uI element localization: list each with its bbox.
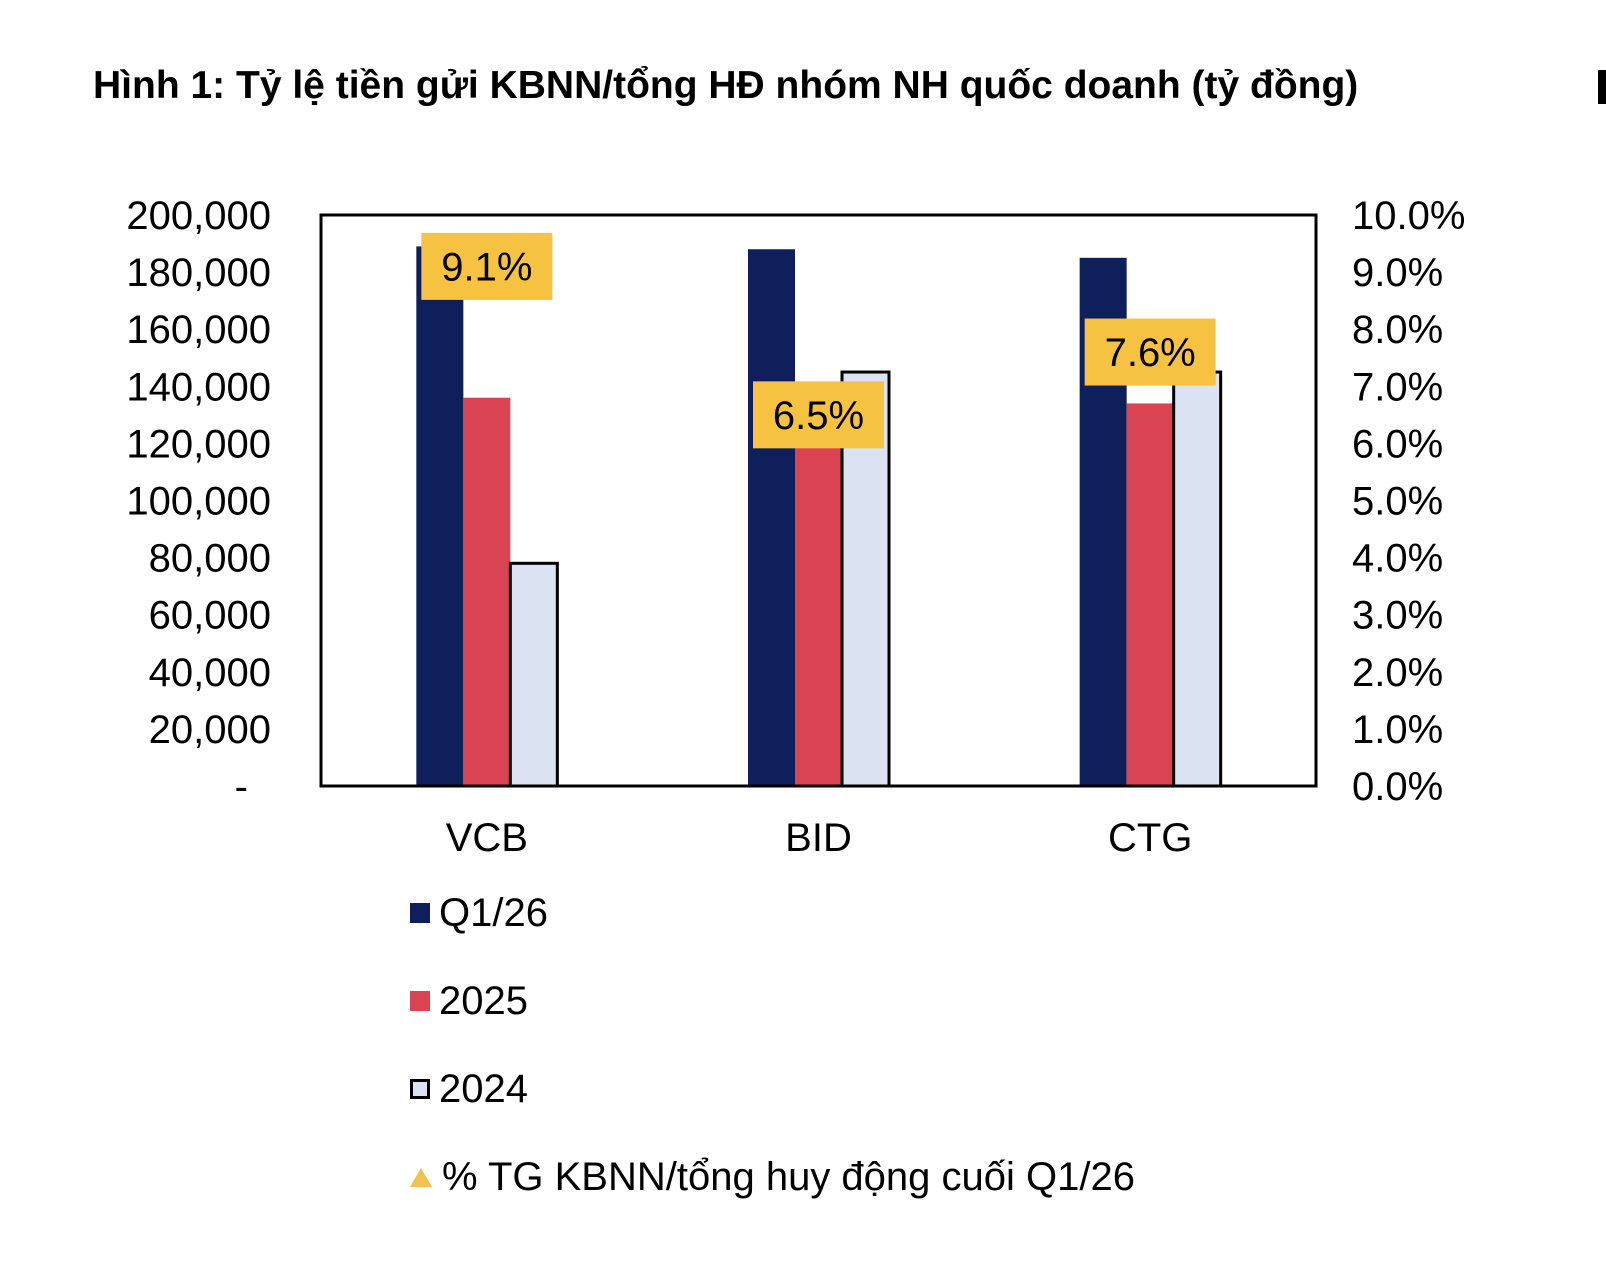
- legend-label-2025: 2025: [439, 979, 528, 1023]
- y-left-tick-label: 80,000: [149, 537, 271, 581]
- legend-swatch-2024: [410, 1079, 430, 1099]
- clipped-title-fragment: [1598, 70, 1606, 104]
- y-right-tick-label: 10.0%: [1352, 194, 1465, 238]
- legend-item-q126: Q1/26: [410, 890, 548, 936]
- y-right-tick-label: 6.0%: [1352, 422, 1443, 466]
- bar-vcb-2024: [508, 561, 559, 788]
- ratio-data-label: 7.6%: [1105, 331, 1196, 375]
- bar-bid-q126: [748, 249, 795, 786]
- y-left-tick-label: 160,000: [126, 308, 271, 352]
- bar-vcb-2025: [463, 397, 511, 786]
- x-category-label-bid: BID: [785, 816, 852, 860]
- legend-label-2024: 2024: [439, 1067, 528, 1111]
- y-left-tick-label: 20,000: [149, 708, 271, 752]
- y-left-tick-label: 180,000: [126, 251, 271, 295]
- y-right-tick-label: 5.0%: [1352, 480, 1443, 524]
- legend-swatch-q126: [410, 903, 430, 923]
- ratio-callout-box: [1084, 318, 1216, 386]
- y-right-tick-label: 0.0%: [1352, 765, 1443, 809]
- y-left-tick-label: -: [235, 765, 248, 809]
- ratio-callout-box: [421, 232, 553, 300]
- y-left-tick-label: 200,000: [126, 194, 271, 238]
- y-left-tick-label: 120,000: [126, 422, 271, 466]
- y-right-tick-label: 4.0%: [1352, 537, 1443, 581]
- ratio-callout-bid: 6.5%: [753, 381, 884, 449]
- x-category-label-ctg: CTG: [1108, 816, 1192, 860]
- plot-area-frame: [319, 213, 1318, 788]
- bar-ctg-2025: [1126, 403, 1174, 786]
- y-right-tick-label: 9.0%: [1352, 251, 1443, 295]
- legend-label-q126: Q1/26: [439, 891, 548, 935]
- x-category-label-vcb: VCB: [446, 816, 528, 860]
- bar-vcb-q126: [416, 246, 464, 786]
- bar-ctg-2024: [1172, 370, 1223, 788]
- legend-item-2024: 2024: [410, 1066, 528, 1112]
- ratio-callout-ctg: 7.6%: [1084, 318, 1216, 386]
- y-left-tick-label: 40,000: [149, 651, 271, 695]
- legend-item-ratio: % TG KBNN/tổng huy động cuối Q1/26: [410, 1154, 1135, 1200]
- ratio-callout-box: [753, 381, 884, 449]
- chart-title: Hình 1: Tỷ lệ tiền gửi KBNN/tổng HĐ nhóm…: [93, 64, 1359, 107]
- y-right-tick-label: 8.0%: [1352, 308, 1443, 352]
- ratio-callout-vcb: 9.1%: [421, 232, 553, 300]
- y-right-tick-label: 1.0%: [1352, 708, 1443, 752]
- legend-marker-ratio: [410, 1167, 432, 1187]
- y-right-tick-label: 2.0%: [1352, 651, 1443, 695]
- legend-label-ratio: % TG KBNN/tổng huy động cuối Q1/26: [442, 1155, 1135, 1199]
- y-left-tick-label: 100,000: [126, 480, 271, 524]
- ratio-data-label: 6.5%: [773, 394, 864, 438]
- y-left-tick-label: 140,000: [126, 365, 271, 409]
- y-right-tick-label: 3.0%: [1352, 594, 1443, 638]
- legend-item-2025: 2025: [410, 978, 528, 1024]
- ratio-data-label: 9.1%: [441, 245, 532, 289]
- y-right-tick-label: 7.0%: [1352, 365, 1443, 409]
- bar-bid-2025: [795, 429, 842, 786]
- y-left-tick-label: 60,000: [149, 594, 271, 638]
- legend-swatch-2025: [410, 991, 430, 1011]
